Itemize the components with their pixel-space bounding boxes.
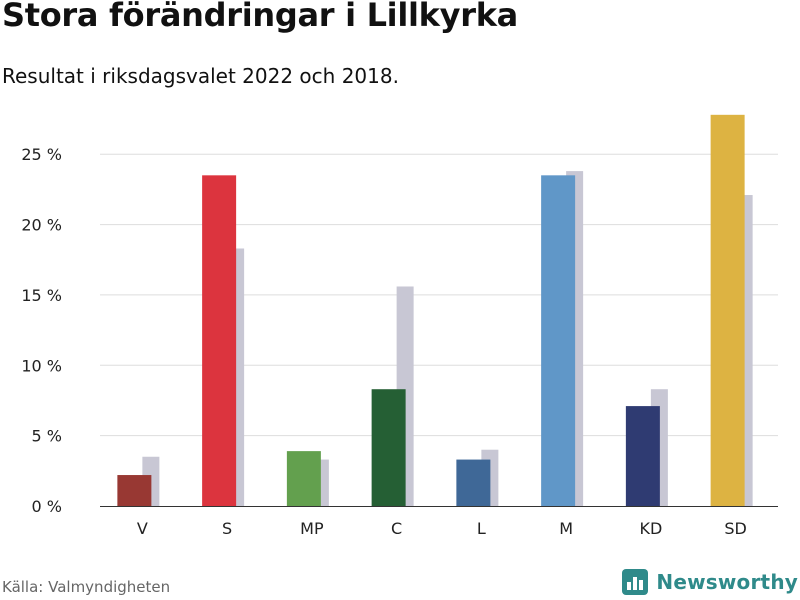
gridlines: [100, 153, 778, 437]
y-tick-label: 5 %: [32, 427, 62, 446]
x-tick-label: SD: [724, 519, 746, 538]
source-note: Källa: Valmyndigheten: [2, 578, 171, 596]
bar-2022-l: [456, 459, 491, 506]
x-axis: V S MP C L M KD SD: [100, 506, 778, 538]
x-tick-label: KD: [639, 519, 662, 538]
y-tick-label: 0 %: [32, 497, 62, 516]
brand-logo[interactable]: Newsworthy: [622, 566, 798, 598]
bar-2022-mp: [286, 451, 321, 506]
bar-2022-sd: [710, 114, 745, 507]
bar-2022-s: [202, 175, 237, 507]
chart-title: Stora förändringar i Lillkyrka: [2, 0, 518, 34]
bar-2022-m: [541, 175, 576, 507]
y-axis-labels: 0 % 5 % 10 % 15 % 20 % 25 %: [21, 145, 62, 516]
y-tick-label: 20 %: [21, 216, 62, 235]
x-tick-label: S: [222, 519, 232, 538]
brand-name: Newsworthy: [656, 570, 798, 594]
bar-chart: 0 % 5 % 10 % 15 % 20 % 25 % V S MP C L M KD SD: [21, 114, 778, 538]
x-tick-label: V: [137, 519, 148, 538]
y-tick-label: 15 %: [21, 286, 62, 305]
y-tick-label: 10 %: [21, 356, 62, 375]
x-tick-label: M: [559, 519, 573, 538]
bar-2022-c: [371, 389, 406, 506]
bars: [117, 114, 753, 507]
bar-chart-logo-icon: [622, 569, 649, 595]
y-tick-label: 25 %: [21, 145, 62, 164]
chart-subtitle: Resultat i riksdagsvalet 2022 och 2018.: [2, 64, 399, 88]
bar-2022-kd: [625, 406, 660, 506]
bar-2022-v: [117, 475, 152, 506]
x-tick-label: L: [477, 519, 486, 538]
x-tick-label: C: [391, 519, 402, 538]
x-tick-label: MP: [300, 519, 324, 538]
